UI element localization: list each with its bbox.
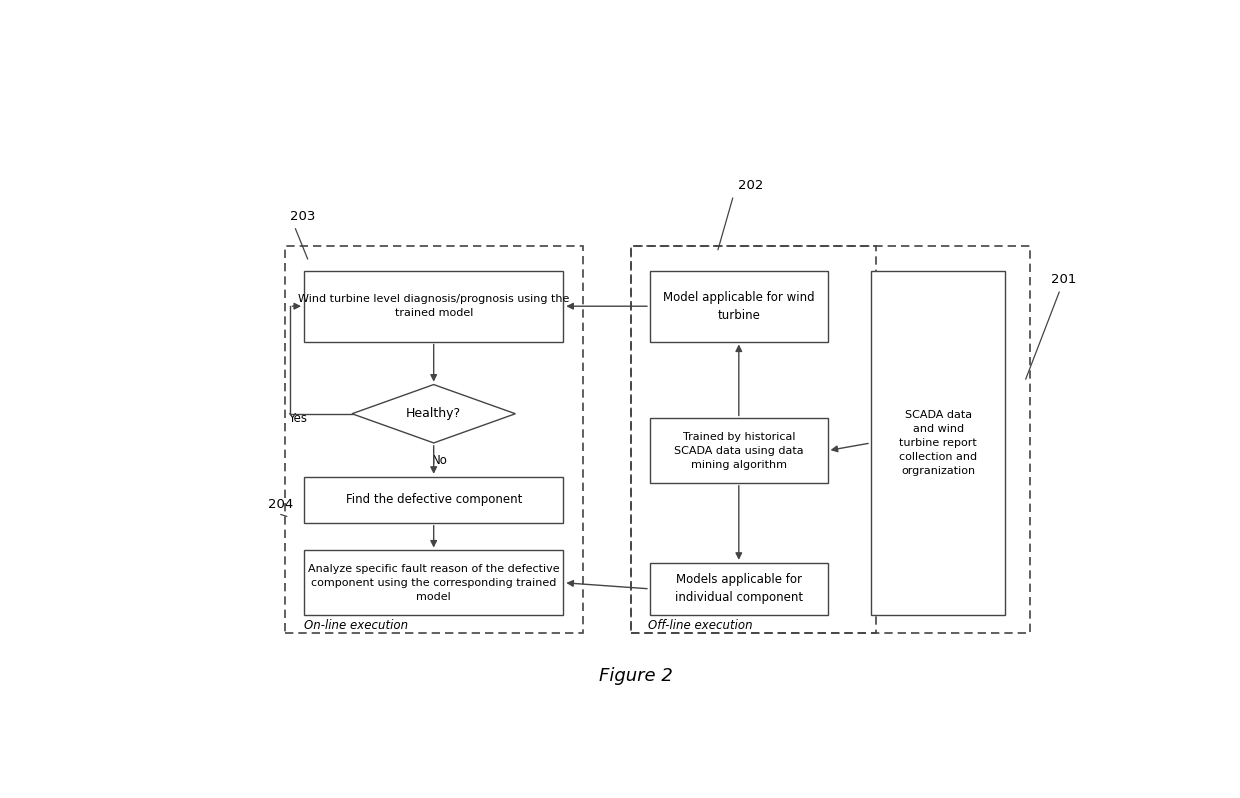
Text: Analyze specific fault reason of the defective
component using the corresponding: Analyze specific fault reason of the def… <box>308 563 559 602</box>
Text: SCADA data
and wind
turbine report
collection and
orgranization: SCADA data and wind turbine report colle… <box>899 410 977 476</box>
FancyBboxPatch shape <box>304 476 563 523</box>
Text: Trained by historical
SCADA data using data
mining algorithm: Trained by historical SCADA data using d… <box>675 432 804 469</box>
Text: 202: 202 <box>738 180 764 192</box>
Text: 201: 201 <box>1050 273 1076 286</box>
Text: 203: 203 <box>290 210 315 223</box>
FancyBboxPatch shape <box>304 551 563 615</box>
Text: No: No <box>432 453 448 467</box>
Text: Models applicable for
individual component: Models applicable for individual compone… <box>675 574 802 604</box>
Text: 204: 204 <box>268 497 294 511</box>
FancyBboxPatch shape <box>650 418 828 483</box>
Text: Figure 2: Figure 2 <box>599 667 672 685</box>
Text: Healthy?: Healthy? <box>407 407 461 421</box>
Text: Find the defective component: Find the defective component <box>346 493 522 506</box>
FancyBboxPatch shape <box>650 271 828 342</box>
FancyBboxPatch shape <box>304 271 563 342</box>
Text: Off-line execution: Off-line execution <box>649 618 753 631</box>
FancyBboxPatch shape <box>870 271 1006 615</box>
FancyBboxPatch shape <box>650 563 828 615</box>
Text: Wind turbine level diagnosis/prognosis using the
trained model: Wind turbine level diagnosis/prognosis u… <box>298 294 569 318</box>
Text: Yes: Yes <box>288 412 306 425</box>
Text: On-line execution: On-line execution <box>304 618 408 631</box>
Text: Model applicable for wind
turbine: Model applicable for wind turbine <box>663 290 815 322</box>
Polygon shape <box>352 385 516 443</box>
